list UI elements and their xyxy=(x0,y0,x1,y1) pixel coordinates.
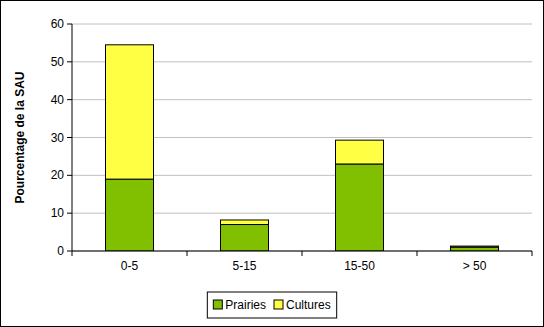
x-tick xyxy=(532,251,533,256)
y-tick-label: 30 xyxy=(51,131,65,145)
bar-segment xyxy=(221,225,269,251)
x-tick-label: 15-50 xyxy=(344,259,375,273)
grid-line xyxy=(72,251,532,252)
legend-label: Prairies xyxy=(225,298,266,312)
y-tick xyxy=(67,251,72,252)
y-tick xyxy=(67,24,72,25)
x-tick-label: > 50 xyxy=(463,259,487,273)
bars xyxy=(106,45,499,251)
y-axis-label: Pourcentage de la SAU xyxy=(13,71,27,203)
y-tick xyxy=(67,137,72,138)
bar-segment xyxy=(106,179,154,251)
legend-swatch xyxy=(213,300,222,309)
x-tick xyxy=(72,251,73,256)
chart: 0 10 20 30 40 50 60 0-5 5-15 15-50 > 50 Pourcentage… xyxy=(0,0,544,327)
y-tick-label: 10 xyxy=(51,206,65,220)
x-tick-label: 0-5 xyxy=(121,259,139,273)
bar-segment xyxy=(221,220,269,225)
x-tick xyxy=(417,251,418,256)
x-axis xyxy=(72,251,532,252)
y-tick-label: 50 xyxy=(51,55,65,69)
y-tick xyxy=(67,99,72,100)
x-tick-label: 5-15 xyxy=(232,259,256,273)
y-tick xyxy=(67,175,72,176)
chart-frame xyxy=(1,1,544,327)
chart-container: 0 10 20 30 40 50 60 0-5 5-15 15-50 > 50 Pourcentage… xyxy=(0,0,544,327)
bar-segment xyxy=(451,247,499,251)
y-tick-label: 0 xyxy=(57,244,64,258)
y-tick xyxy=(67,213,72,214)
grid-line xyxy=(72,24,532,25)
legend-label: Cultures xyxy=(286,298,331,312)
y-tick-label: 20 xyxy=(51,168,65,182)
y-tick-label: 40 xyxy=(51,93,65,107)
legend-swatch xyxy=(274,300,283,309)
bar-segment xyxy=(336,140,384,164)
x-tick xyxy=(302,251,303,256)
bar-segment xyxy=(451,246,499,247)
x-tick xyxy=(187,251,188,256)
legend: Prairies Cultures xyxy=(207,292,336,318)
y-tick-label: 60 xyxy=(51,17,65,31)
bar-segment xyxy=(106,45,154,179)
legend-frame xyxy=(207,292,336,318)
bar-segment xyxy=(336,164,384,251)
y-tick xyxy=(67,61,72,62)
y-axis xyxy=(72,24,73,251)
